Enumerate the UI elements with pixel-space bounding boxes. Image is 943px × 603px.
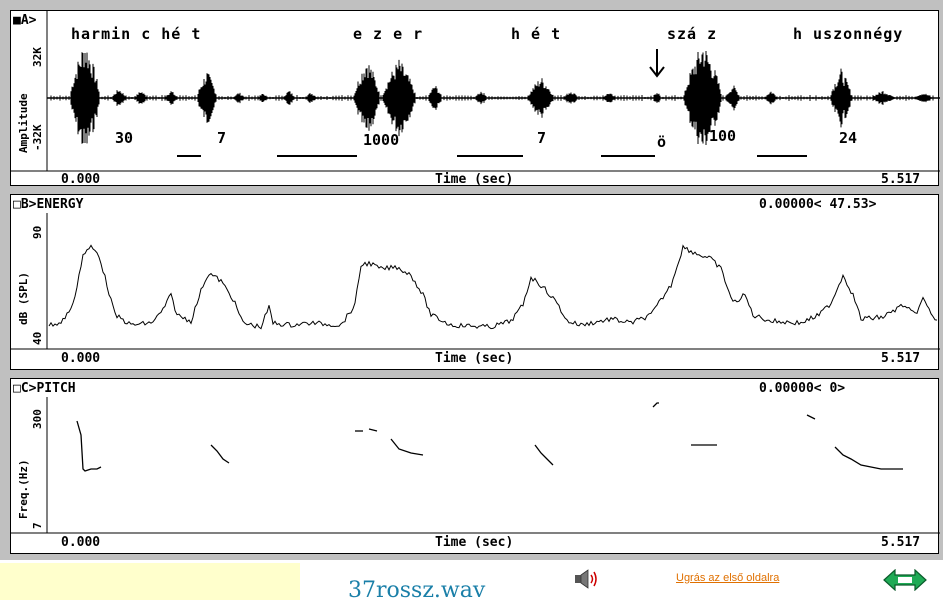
number-7b: 7 [537, 129, 547, 147]
panel-c-ylabel: Freq.(Hz) [17, 459, 30, 519]
energy-panel[interactable]: □B>ENERGY 0.00000< 47.53> dB (SPL) 90 40… [10, 194, 940, 370]
number-30: 30 [115, 129, 134, 147]
left-right-arrows-icon[interactable] [883, 569, 927, 591]
panel-c-title[interactable]: □C>PITCH [13, 381, 76, 396]
panel-a-xlabel: Time (sec) [435, 172, 514, 187]
panel-b-xend: 5.517 [881, 351, 921, 366]
underline-24 [757, 155, 807, 157]
energy-curve [48, 244, 938, 330]
speaker-icon[interactable] [573, 568, 599, 590]
panel-a-ytop: 32K [31, 47, 44, 67]
panel-b-title[interactable]: □B>ENERGY [13, 197, 84, 212]
panel-b-ybottom: 40 [31, 331, 44, 345]
waveform-plot [11, 11, 940, 172]
underline-o [601, 155, 655, 157]
panel-b-xstart: 0.000 [61, 351, 101, 366]
letter-o: ö [657, 133, 667, 151]
panel-c-xlabel: Time (sec) [435, 535, 514, 550]
first-page-link[interactable]: Ugrás az első oldalra [676, 572, 780, 584]
pitch-segments [76, 402, 903, 472]
panel-a-ybottom: -32K [31, 124, 44, 152]
underline-7a [177, 155, 201, 157]
number-24: 24 [839, 129, 858, 147]
pitch-plot [11, 397, 940, 534]
number-1000: 1000 [363, 131, 400, 149]
number-7a: 7 [217, 129, 227, 147]
panel-a-xend: 5.517 [881, 172, 921, 187]
pitch-panel[interactable]: □C>PITCH 0.00000< 0> Freq.(Hz) 300 7 0.0… [10, 378, 940, 554]
word-het: h é t [511, 25, 562, 43]
analysis-window: ■A> Amplitude 32K -32K harmin c hé t e z… [0, 0, 943, 560]
panel-a-title[interactable]: ■A> [13, 13, 37, 28]
energy-plot [11, 213, 940, 350]
underline-7b [457, 155, 523, 157]
panel-c-ytop: 300 [31, 409, 44, 429]
number-100: 100 [709, 127, 737, 145]
file-caption: 37rossz.wav [348, 578, 486, 603]
panel-b-ytop: 90 [31, 225, 44, 239]
word-huszonnegy: h uszonnégy [793, 25, 904, 43]
word-ezer: e z e r [353, 25, 424, 43]
word-szaz: szá z [667, 25, 718, 43]
panel-b-ylabel: dB (SPL) [17, 272, 30, 325]
waveform-panel[interactable]: ■A> Amplitude 32K -32K harmin c hé t e z… [10, 10, 940, 187]
footer-yellow-box [0, 563, 300, 600]
down-arrow-icon [649, 49, 665, 78]
panel-b-readout: 0.00000< 47.53> [759, 197, 877, 212]
panel-b-xlabel: Time (sec) [435, 351, 514, 366]
word-harminchet: harmin c hé t [71, 25, 202, 43]
panel-a-ylabel: Amplitude [17, 93, 30, 153]
panel-c-xend: 5.517 [881, 535, 921, 550]
panel-c-xstart: 0.000 [61, 535, 101, 550]
underline-1000 [277, 155, 357, 157]
panel-c-readout: 0.00000< 0> [759, 381, 846, 396]
waveform-bursts [50, 51, 934, 145]
panel-a-xstart: 0.000 [61, 172, 101, 187]
panel-c-ybottom: 7 [31, 522, 44, 529]
